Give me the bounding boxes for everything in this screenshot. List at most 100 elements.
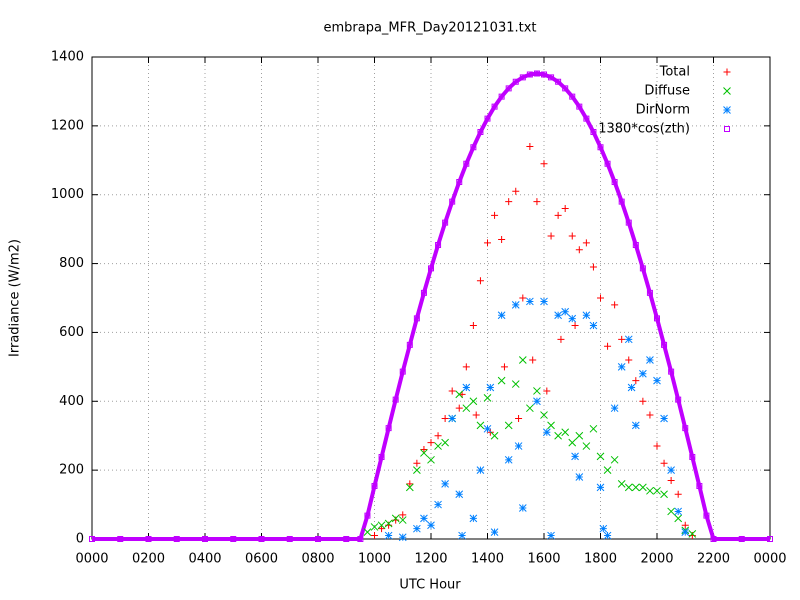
data-point (738, 536, 745, 542)
data-point (491, 211, 499, 219)
data-point (767, 536, 773, 542)
data-point (653, 486, 661, 495)
data-point (646, 486, 654, 495)
legend-label: Diffuse (644, 84, 690, 99)
legend-label: 1380*cos(zth) (598, 122, 690, 137)
y-tick-label: 0 (76, 532, 84, 547)
data-point (448, 414, 457, 423)
data-point (617, 363, 626, 371)
data-point (639, 265, 646, 272)
data-point (540, 160, 548, 168)
data-point (497, 376, 506, 385)
data-point (392, 516, 400, 524)
data-point (667, 476, 675, 484)
data-point (554, 311, 562, 320)
data-point (343, 536, 350, 542)
data-point (576, 103, 583, 110)
data-point (603, 466, 612, 474)
data-point (710, 536, 717, 542)
data-point (688, 529, 697, 538)
data-point (370, 523, 379, 531)
data-point (575, 473, 584, 481)
data-point (449, 198, 456, 205)
legend-label: Total (659, 65, 690, 80)
data-point (469, 322, 477, 330)
data-point (646, 356, 654, 364)
data-point (625, 219, 632, 226)
data-point (476, 421, 485, 430)
data-point (202, 536, 208, 542)
data-point (435, 241, 442, 248)
data-point (596, 483, 605, 492)
legend-symbol (723, 68, 731, 76)
y-tick-label: 1400 (51, 50, 84, 65)
y-axis-label: Irradiance (W/m2) (8, 239, 23, 357)
data-point (462, 383, 471, 392)
data-point (371, 532, 378, 540)
data-point (230, 536, 237, 542)
data-point (399, 511, 407, 519)
x-tick-label: 1800 (584, 552, 617, 567)
data-point (526, 297, 534, 306)
x-tick-label: 2200 (697, 552, 730, 567)
data-point (463, 160, 470, 167)
data-point (688, 532, 696, 540)
data-point (571, 452, 579, 461)
data-point (458, 531, 466, 540)
data-point (448, 387, 456, 395)
data-point (533, 198, 541, 206)
data-point (599, 524, 608, 533)
x-tick-label: 1200 (414, 552, 447, 567)
data-point (512, 78, 519, 85)
data-point (639, 397, 647, 405)
data-point (610, 455, 619, 464)
data-point (543, 387, 551, 395)
data-point (398, 516, 407, 524)
data-point (540, 297, 548, 306)
data-point (392, 396, 399, 403)
x-axis-label: UTC Hour (399, 578, 461, 593)
data-point (646, 289, 653, 296)
data-point (413, 524, 421, 533)
data-point (541, 71, 547, 78)
data-point (596, 452, 605, 461)
data-point (441, 415, 449, 422)
data-point (117, 536, 124, 542)
data-point (682, 425, 689, 432)
data-point (476, 277, 484, 285)
data-point (258, 536, 265, 542)
data-point (675, 396, 682, 403)
data-point (526, 143, 534, 151)
data-point (378, 525, 386, 533)
data-point (653, 376, 661, 385)
data-point (512, 187, 520, 195)
data-point (89, 536, 95, 542)
data-point (145, 536, 152, 542)
data-point (589, 321, 598, 330)
data-point (569, 93, 576, 100)
data-point (575, 431, 584, 440)
y-tick-label: 1000 (51, 187, 84, 202)
data-point (427, 455, 435, 464)
data-point (491, 103, 498, 110)
data-point (660, 414, 668, 423)
data-point (428, 265, 434, 272)
data-point (455, 490, 464, 499)
y-tick-label: 800 (59, 256, 84, 271)
data-point (490, 528, 499, 536)
legend-symbol (723, 87, 731, 95)
legend-symbol (724, 126, 730, 132)
data-point (603, 531, 612, 540)
data-point (589, 263, 597, 271)
data-point (582, 442, 591, 450)
legend-label: DirNorm (636, 103, 690, 118)
data-point (547, 421, 555, 430)
data-point (654, 315, 660, 322)
data-point (434, 442, 442, 450)
x-tick-label: 0200 (132, 552, 165, 567)
data-point (597, 144, 604, 151)
data-point (604, 342, 612, 350)
data-point (554, 211, 562, 219)
data-point (518, 504, 527, 512)
data-point (497, 311, 506, 320)
